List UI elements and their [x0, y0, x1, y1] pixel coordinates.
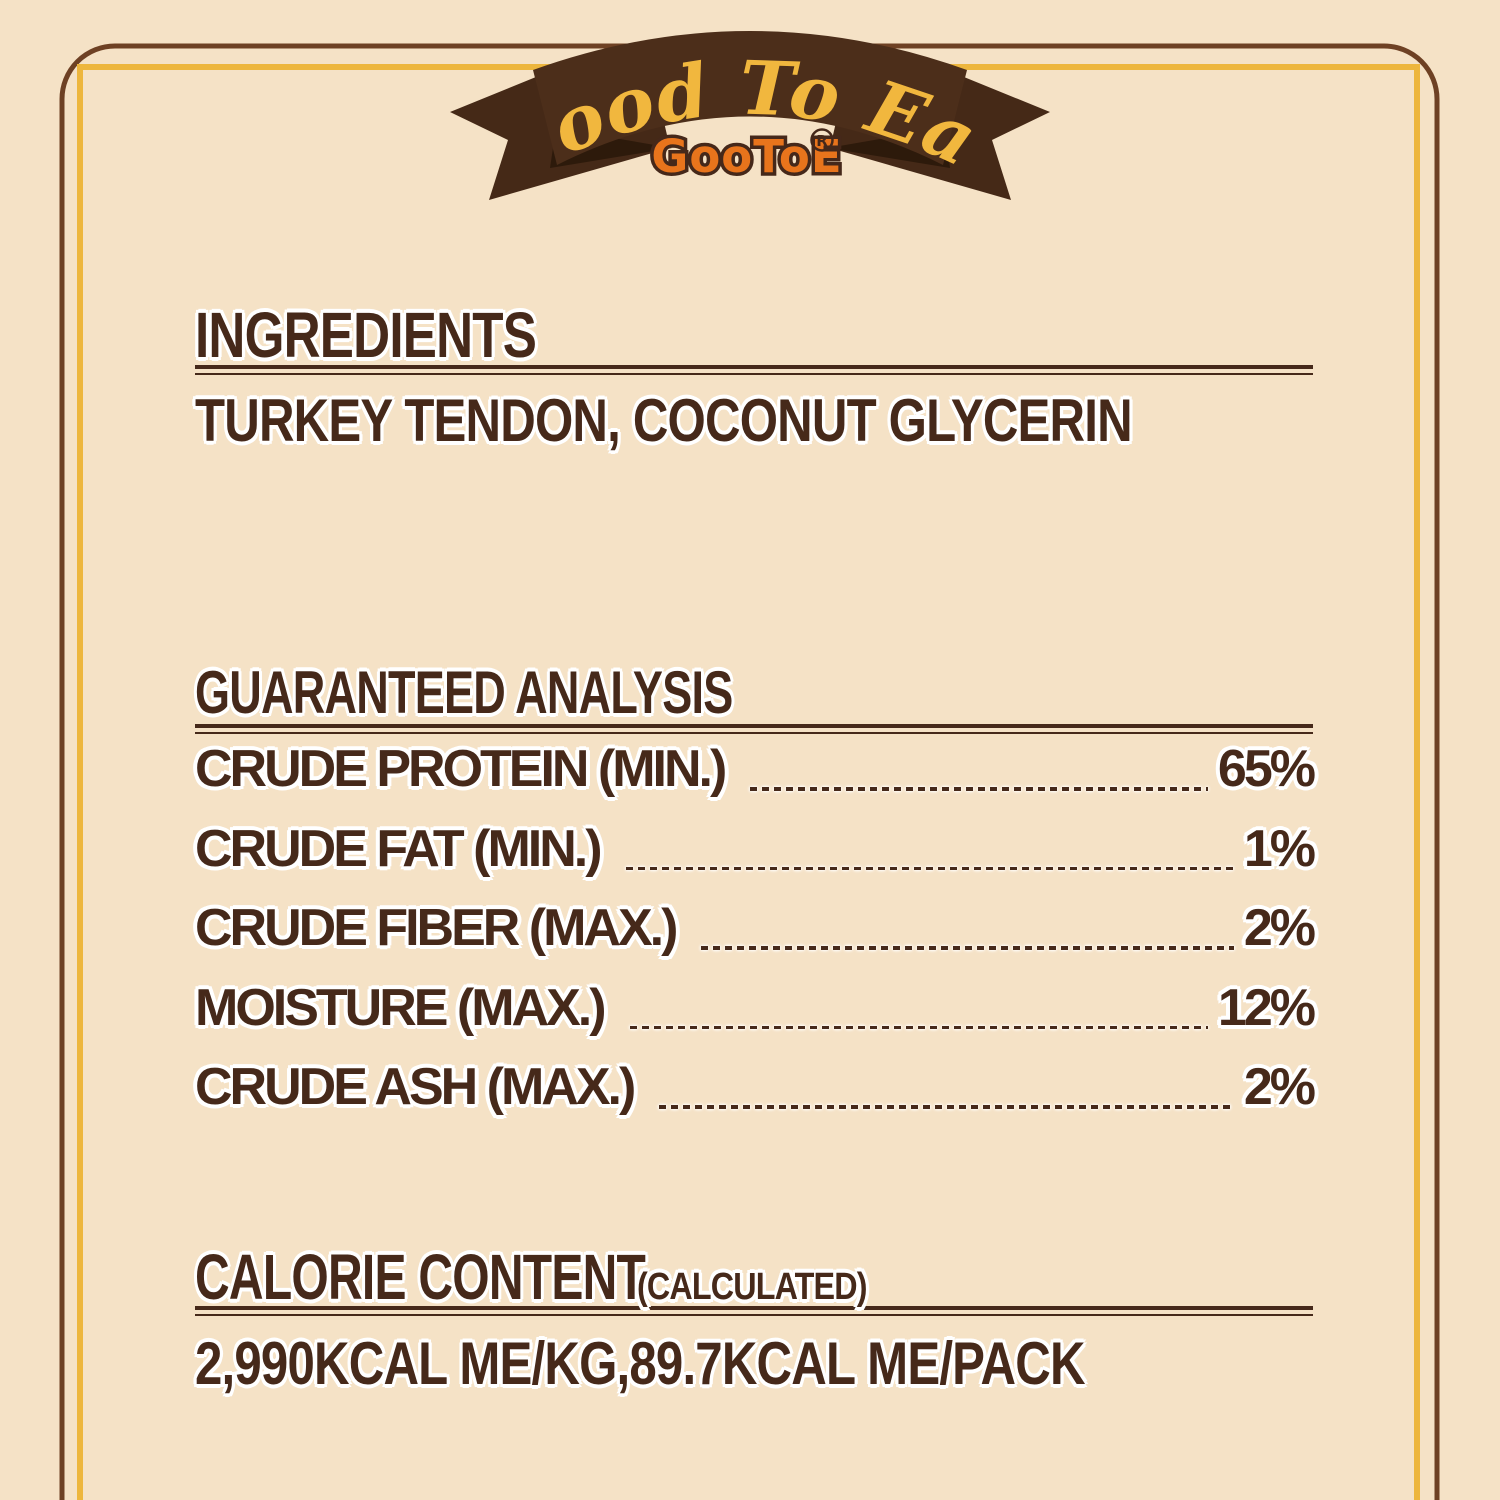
- calorie-content-section: CALORIE CONTENT (CALCULATED) 2,990KCAL M…: [195, 1245, 1313, 1394]
- calorie-content-rule: [195, 1306, 1313, 1316]
- analysis-row: CRUDE FAT (MIN.) 1%: [195, 819, 1316, 905]
- analysis-row-label: CRUDE FIBER (MAX.): [195, 899, 678, 957]
- analysis-row-label: CRUDE ASH (MAX.): [195, 1058, 636, 1116]
- analysis-row-value: 12%: [1217, 978, 1316, 1037]
- guaranteed-analysis-rule: [195, 724, 1313, 734]
- analysis-row-label: CRUDE FAT (MIN.): [195, 819, 603, 878]
- analysis-row: CRUDE ASH (MAX.) 2%: [195, 1058, 1316, 1143]
- analysis-row: CRUDE PROTEIN (MIN.) 65%: [195, 740, 1316, 825]
- calorie-content-subtitle: (CALCULATED): [637, 1266, 867, 1308]
- dotted-leader: [750, 787, 1208, 791]
- dotted-leader: [659, 1105, 1234, 1109]
- calorie-content-title: CALORIE CONTENT: [195, 1241, 646, 1313]
- analysis-row: MOISTURE (MAX.) 12%: [195, 978, 1316, 1064]
- dotted-leader: [625, 866, 1234, 870]
- guaranteed-analysis-rows: CRUDE PROTEIN (MIN.) 65% CRUDE FAT (MIN.…: [195, 740, 1316, 1143]
- dotted-leader: [701, 946, 1234, 950]
- guaranteed-analysis-title: GUARANTEED ANALYSIS: [195, 659, 733, 726]
- ingredients-title: INGREDIENTS: [195, 299, 537, 371]
- dotted-leader: [629, 1025, 1208, 1029]
- analysis-row-label: MOISTURE (MAX.): [195, 978, 607, 1037]
- analysis-row-value: 2%: [1243, 899, 1316, 957]
- analysis-row-value: 2%: [1243, 1058, 1316, 1116]
- calorie-content-body: 2,990KCAL ME/KG,89.7KCAL ME/PACK: [195, 1330, 1085, 1397]
- ingredients-section: INGREDIENTS TURKEY TENDON, COCONUT GLYCE…: [195, 303, 1313, 451]
- analysis-row-value: 1%: [1243, 819, 1316, 878]
- analysis-row-label: CRUDE PROTEIN (MIN.): [195, 740, 727, 798]
- analysis-row-value: 65%: [1217, 740, 1316, 798]
- ingredients-body: TURKEY TENDON, COCONUT GLYCERIN: [195, 387, 1133, 454]
- analysis-row: CRUDE FIBER (MAX.) 2%: [195, 899, 1316, 984]
- guaranteed-analysis-section: GUARANTEED ANALYSIS: [195, 663, 1313, 734]
- ingredients-rule: [195, 365, 1313, 375]
